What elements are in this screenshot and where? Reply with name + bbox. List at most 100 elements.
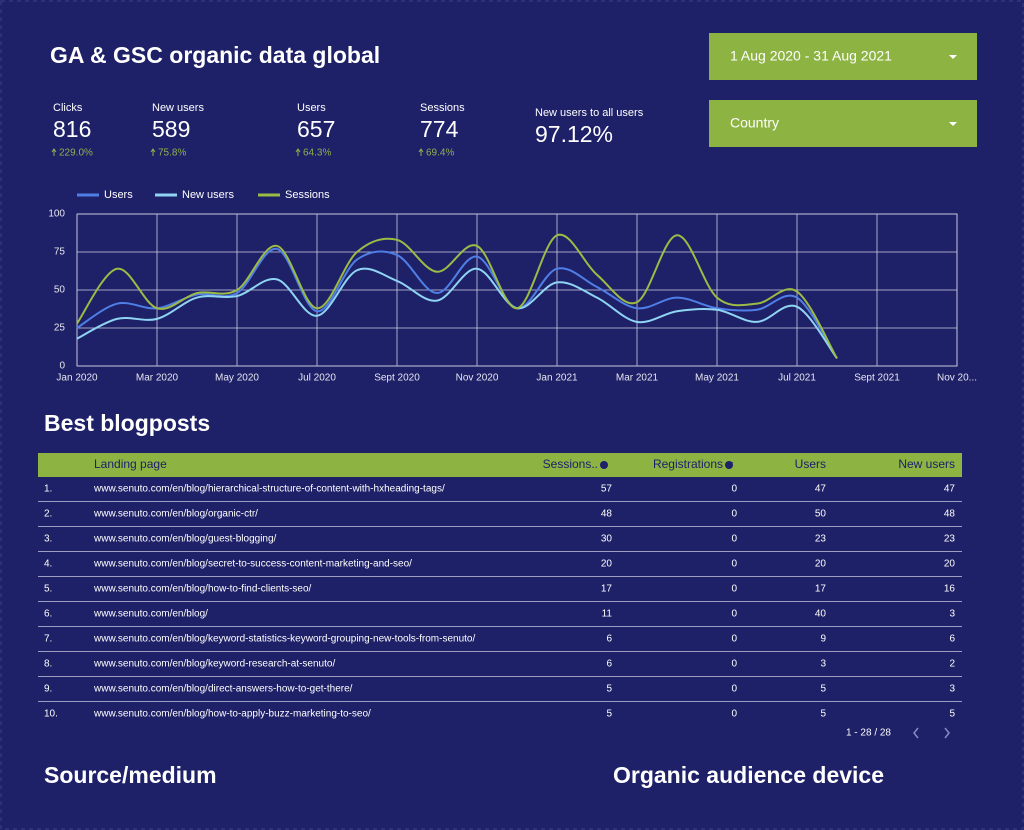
kpi-label: New users to all users xyxy=(535,107,644,119)
date-picker[interactable] xyxy=(709,33,977,80)
table-cell: www.senuto.com/en/blog/how-to-find-clien… xyxy=(93,584,312,595)
table-cell: 3 xyxy=(949,684,955,695)
table-cell: 20 xyxy=(815,559,827,570)
table-cell: 50 xyxy=(815,509,827,520)
y-tick-label: 100 xyxy=(48,209,65,220)
table-cell: www.senuto.com/en/blog/hierarchical-stru… xyxy=(93,484,445,495)
table-cell: 9 xyxy=(820,634,826,645)
table-cell: www.senuto.com/en/blog/how-to-apply-buzz… xyxy=(93,709,371,720)
table-cell: 20 xyxy=(944,559,956,570)
table-cell: 0 xyxy=(731,484,737,495)
table-cell: 48 xyxy=(944,509,956,520)
table-cell: 0 xyxy=(731,634,737,645)
x-tick-label: Jan 2020 xyxy=(56,373,98,384)
row-index: 10. xyxy=(44,709,58,720)
up-arrow xyxy=(295,148,301,156)
up-arrow xyxy=(51,148,57,156)
date-range[interactable]: 1 Aug 2020 - 31 Aug 2021 xyxy=(730,48,892,64)
table-cell: www.senuto.com/en/blog/organic-ctr/ xyxy=(93,509,258,520)
y-tick-label: 25 xyxy=(54,323,66,334)
table-cell: 48 xyxy=(601,509,613,520)
table-cell: www.senuto.com/en/blog/secret-to-success… xyxy=(93,559,412,570)
row-index: 8. xyxy=(44,659,52,670)
x-tick-label: Sept 2021 xyxy=(854,373,900,384)
table-cell: 0 xyxy=(731,509,737,520)
x-tick-label: Mar 2021 xyxy=(616,373,659,384)
legend-label: Users xyxy=(104,189,133,201)
table-cell: 0 xyxy=(731,709,737,720)
table-cell: 0 xyxy=(731,559,737,570)
country-label[interactable]: Country xyxy=(730,115,779,131)
kpi-label: Users xyxy=(297,102,326,114)
x-tick-label: Mar 2020 xyxy=(136,373,179,384)
kpi-value: 589 xyxy=(152,116,190,142)
section-title: Best blogposts xyxy=(44,410,210,436)
kpi-value: 657 xyxy=(297,116,335,142)
table-cell: 40 xyxy=(815,609,827,620)
x-tick-label: Jul 2020 xyxy=(298,373,336,384)
section-title: Organic audience device xyxy=(613,762,884,788)
x-tick-label: Nov 2020 xyxy=(456,373,499,384)
table-cell: 23 xyxy=(944,534,956,545)
x-tick-label: Nov 20... xyxy=(937,373,977,384)
up-arrow xyxy=(150,148,156,156)
column-header: Users xyxy=(795,457,826,471)
table-cell: 5 xyxy=(606,709,612,720)
x-tick-label: Sept 2020 xyxy=(374,373,420,384)
table-cell: 20 xyxy=(601,559,613,570)
legend-label: New users xyxy=(182,189,234,201)
table-cell: 0 xyxy=(731,684,737,695)
row-index: 2. xyxy=(44,509,52,520)
table-cell: www.senuto.com/en/blog/direct-answers-ho… xyxy=(93,684,353,695)
y-tick-label: 50 xyxy=(54,285,66,296)
table-cell: 6 xyxy=(949,634,955,645)
table-cell: 5 xyxy=(949,709,955,720)
kpi-value: 774 xyxy=(420,116,459,142)
table-header xyxy=(38,453,962,477)
kpi-delta: 75.8% xyxy=(158,148,186,159)
series-line xyxy=(76,267,838,360)
series-line xyxy=(76,247,838,359)
next-page[interactable] xyxy=(944,727,950,739)
legend-label: Sessions xyxy=(285,189,330,201)
kpi-delta: 69.4% xyxy=(426,148,454,159)
kpi-value: 97.12% xyxy=(535,121,613,147)
series-line xyxy=(76,233,838,359)
table-cell: 47 xyxy=(944,484,956,495)
table-cell: 16 xyxy=(944,584,956,595)
sort-arrow xyxy=(727,462,733,467)
table-cell: 0 xyxy=(731,584,737,595)
row-index: 1. xyxy=(44,484,52,495)
kpi-label: Sessions xyxy=(420,102,465,114)
table-cell: 57 xyxy=(601,484,613,495)
column-header: Landing page xyxy=(94,457,167,471)
x-tick-label: May 2020 xyxy=(215,373,259,384)
y-tick-label: 75 xyxy=(54,247,66,258)
table-cell: www.senuto.com/en/blog/keyword-research-… xyxy=(93,659,335,670)
kpi-delta: 64.3% xyxy=(303,148,331,159)
pagination: 1 - 28 / 28 xyxy=(846,728,891,739)
country-filter[interactable] xyxy=(709,100,977,147)
table-cell: 23 xyxy=(815,534,827,545)
kpi-value: 816 xyxy=(53,116,91,142)
column-header: Sessions.. xyxy=(543,457,598,471)
table-cell: 17 xyxy=(601,584,613,595)
kpi-delta: 229.0% xyxy=(59,148,93,159)
row-index: 6. xyxy=(44,609,52,620)
table-cell: 3 xyxy=(820,659,826,670)
y-tick-label: 0 xyxy=(59,361,65,372)
table-cell: www.senuto.com/en/blog/guest-blogging/ xyxy=(93,534,277,545)
title: GA & GSC organic data global xyxy=(50,42,380,68)
up-arrow xyxy=(418,148,424,156)
x-tick-label: Jul 2021 xyxy=(778,373,816,384)
table-cell: 47 xyxy=(815,484,827,495)
prev-page[interactable] xyxy=(913,727,919,739)
section-title: Source/medium xyxy=(44,762,217,788)
table-cell: 5 xyxy=(820,684,826,695)
row-index: 9. xyxy=(44,684,52,695)
column-header: New users xyxy=(898,457,955,471)
x-tick-label: May 2021 xyxy=(695,373,739,384)
table-cell: 0 xyxy=(731,609,737,620)
